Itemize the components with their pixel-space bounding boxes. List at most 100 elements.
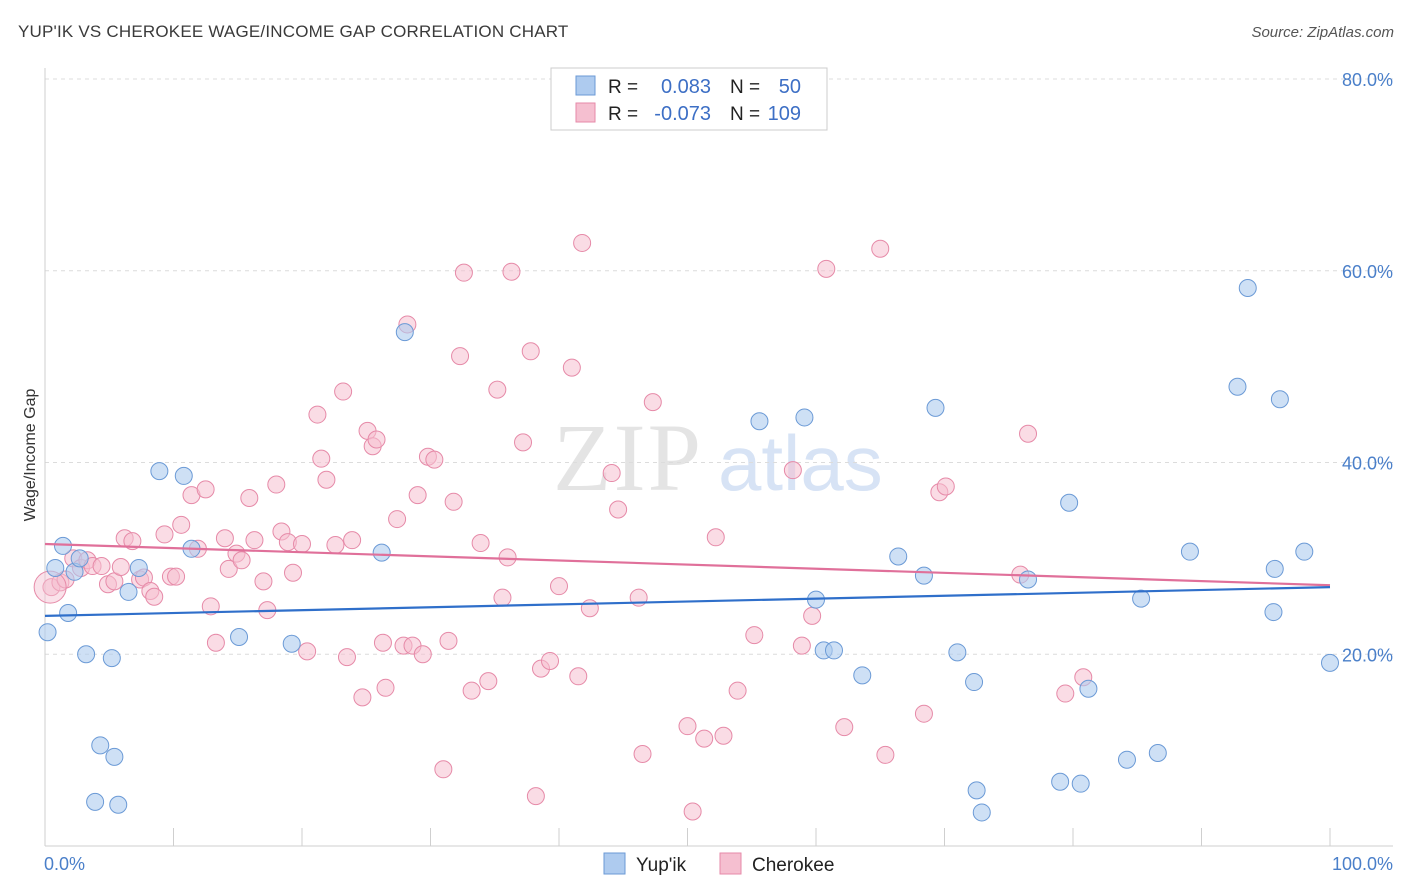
legend-swatch-yupik: [575, 75, 596, 96]
legend-r-value-yupik: 0.083: [661, 76, 711, 98]
cherokee-point: [633, 744, 652, 763]
stats-legend: R = 0.083 N = 50 R = -0.073 N = 109: [550, 67, 828, 131]
cherokee-point: [413, 645, 432, 664]
cherokee-point: [695, 729, 714, 748]
chart-source: Source: ZipAtlas.com: [1251, 24, 1394, 41]
cherokee-point: [454, 263, 473, 282]
cherokee-point: [232, 551, 251, 570]
x-tick-labels: 0.0% 100.0%: [44, 854, 1393, 874]
yupik-points: [38, 279, 1339, 822]
grid-lines: [45, 78, 1393, 655]
cherokee-point: [334, 382, 353, 401]
cherokee-point: [573, 233, 592, 252]
cherokee-point: [92, 557, 111, 576]
cherokee-point: [373, 633, 392, 652]
cherokee-point: [643, 393, 662, 412]
yupik-point: [1079, 679, 1098, 698]
cherokee-point: [462, 681, 481, 700]
cherokee-point: [172, 515, 191, 534]
cherokee-point: [376, 678, 395, 697]
legend-n-value-yupik: 50: [779, 76, 801, 98]
cherokee-point: [683, 802, 702, 821]
cherokee-point: [498, 548, 517, 567]
yupik-point: [129, 558, 148, 577]
yupik-point: [105, 747, 124, 766]
cherokee-point: [444, 492, 463, 511]
cherokee-point: [219, 559, 238, 578]
cherokee-point: [488, 380, 507, 399]
cherokee-point: [308, 405, 327, 424]
yupik-point: [1132, 589, 1151, 608]
cherokee-point: [439, 631, 458, 650]
yupik-point: [795, 408, 814, 427]
yupik-point: [282, 634, 301, 653]
yupik-point: [914, 566, 933, 585]
yupik-point: [53, 536, 72, 555]
yupik-point: [1060, 493, 1079, 512]
cherokee-point: [502, 262, 521, 281]
y-tick-label: 60.0%: [1342, 262, 1393, 282]
yupik-point: [109, 795, 128, 814]
cherokee-point: [580, 599, 599, 618]
watermark: ZIP atlas: [553, 404, 883, 511]
cherokee-point: [155, 525, 174, 544]
cherokee-point: [240, 488, 259, 507]
cherokee-point: [33, 570, 67, 604]
cherokee-point: [353, 688, 372, 707]
yupik-point: [1238, 279, 1257, 298]
cherokee-point: [876, 745, 895, 764]
cherokee-point: [245, 531, 264, 550]
cherokee-point: [835, 718, 854, 737]
legend-n-label-yupik: N =: [730, 77, 760, 98]
yupik-point: [1228, 377, 1247, 396]
yupik-point: [1117, 750, 1136, 769]
yupik-point: [1019, 570, 1038, 589]
y-tick-label: 20.0%: [1342, 645, 1393, 665]
y-tick-labels: 20.0% 40.0% 60.0% 80.0%: [1342, 70, 1393, 665]
yupik-point: [972, 803, 991, 822]
cherokee-point: [706, 528, 725, 547]
cherokee-point: [728, 681, 747, 700]
cherokee-point: [337, 648, 356, 667]
yupik-trend-line: [44, 586, 1331, 617]
bottom-legend-label-yupik: Yup'ik: [636, 855, 687, 876]
cherokee-point: [562, 358, 581, 377]
yupik-point: [119, 582, 138, 601]
yupik-point: [926, 398, 945, 417]
cherokee-point: [145, 587, 164, 606]
cherokee-point: [1019, 424, 1038, 443]
yupik-point: [372, 543, 391, 562]
yupik-point: [1270, 390, 1289, 409]
yupik-point: [967, 781, 986, 800]
cherokee-trend-line: [44, 542, 1331, 587]
yupik-point: [824, 641, 843, 660]
yupik-point: [230, 627, 249, 646]
legend-r-label-cherokee: R =: [608, 104, 638, 125]
cherokee-point: [267, 475, 286, 494]
bottom-legend-label-cherokee: Cherokee: [752, 855, 834, 876]
cherokee-point: [343, 531, 362, 550]
yupik-point: [889, 547, 908, 566]
cherokee-point: [541, 651, 560, 670]
bottom-legend-swatch-yupik: [603, 852, 626, 875]
cherokee-point: [602, 464, 621, 483]
yupik-point: [965, 673, 984, 692]
legend-n-label-cherokee: N =: [730, 104, 760, 125]
cherokee-point: [196, 480, 215, 499]
yupik-point: [1051, 772, 1070, 791]
yupik-point: [174, 466, 193, 485]
y-axis-label: Wage/Income Gap: [22, 389, 39, 522]
cherokee-point: [408, 486, 427, 505]
cherokee-point: [569, 667, 588, 686]
cherokee-point: [914, 704, 933, 723]
y-tick-label: 80.0%: [1342, 70, 1393, 90]
chart-title: YUP'IK VS CHEROKEE WAGE/INCOME GAP CORRE…: [18, 22, 569, 41]
yupik-point: [91, 736, 110, 755]
yupik-point: [59, 604, 78, 623]
cherokee-point: [254, 572, 273, 591]
stats-legend-box: [550, 67, 828, 131]
cherokee-point: [284, 563, 303, 582]
cherokee-points: [33, 233, 1093, 821]
cherokee-point: [526, 787, 545, 806]
